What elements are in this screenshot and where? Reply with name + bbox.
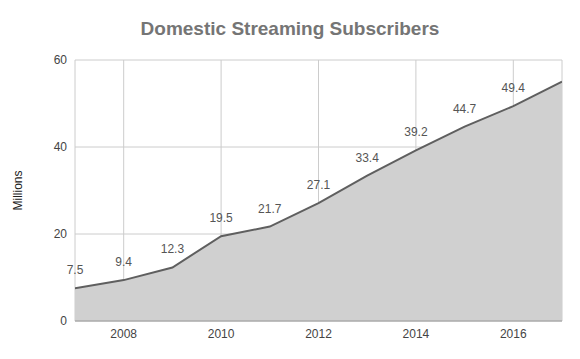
svg-text:2014: 2014 bbox=[403, 327, 430, 341]
svg-text:2008: 2008 bbox=[110, 327, 137, 341]
svg-text:39.2: 39.2 bbox=[404, 125, 428, 139]
svg-text:49.4: 49.4 bbox=[502, 81, 526, 95]
svg-text:19.5: 19.5 bbox=[209, 211, 233, 225]
svg-text:33.4: 33.4 bbox=[356, 151, 380, 165]
svg-text:27.1: 27.1 bbox=[307, 178, 331, 192]
html-text:Domestic Streaming Subscribers: Domestic Streaming Subscribers bbox=[140, 18, 440, 39]
svg-text:44.7: 44.7 bbox=[453, 102, 477, 116]
svg-text:2016: 2016 bbox=[500, 327, 527, 341]
svg-text:0: 0 bbox=[60, 314, 67, 328]
svg-text:2010: 2010 bbox=[208, 327, 235, 341]
svg-text:12.3: 12.3 bbox=[161, 242, 185, 256]
svg-text:60: 60 bbox=[54, 53, 68, 67]
svg-text:7.5: 7.5 bbox=[67, 263, 84, 277]
svg-text:2012: 2012 bbox=[305, 327, 332, 341]
svg-text:20: 20 bbox=[54, 227, 68, 241]
svg-text:9.4: 9.4 bbox=[115, 255, 132, 269]
svg-text:40: 40 bbox=[54, 140, 68, 154]
svg-text:21.7: 21.7 bbox=[258, 202, 282, 216]
svg-text:Millions: Millions bbox=[11, 170, 25, 210]
